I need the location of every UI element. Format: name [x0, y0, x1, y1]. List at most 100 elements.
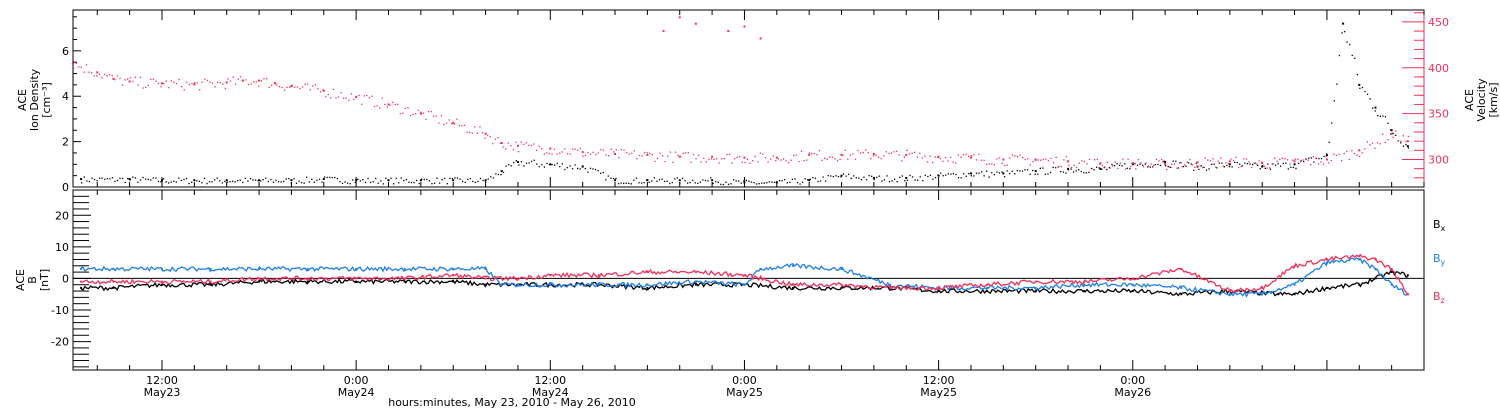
top-series-0-sample	[1144, 163, 1146, 165]
top-series-1-sample	[769, 158, 772, 160]
b-series-bz-point	[306, 277, 309, 280]
top-series-0-sample	[807, 179, 809, 181]
top-series-0-sample	[605, 179, 607, 181]
top-series-0-sample	[1228, 165, 1231, 168]
top-series-1-sample	[885, 151, 888, 153]
b-series-bx-point	[646, 286, 649, 289]
top-series-0-sample	[1065, 172, 1067, 174]
top-series-0-sample	[929, 174, 932, 176]
top-series-1-sample	[1168, 166, 1170, 168]
top-series-1-sample	[839, 158, 841, 161]
top-series-1-sample	[623, 149, 625, 151]
b-series-by-point	[791, 264, 794, 267]
top-series-1-sample	[517, 151, 520, 153]
b-series-bz-point	[452, 274, 455, 277]
b-series-bz-point	[1390, 267, 1393, 270]
top-series-1-sample	[376, 105, 378, 107]
top-series-1-sample	[762, 153, 764, 155]
top-series-1-sample	[888, 152, 890, 155]
top-series-0-point	[258, 179, 261, 182]
top-series-1-sample	[1104, 166, 1106, 168]
top-series-1-sample	[726, 153, 728, 156]
top-series-1-point	[775, 156, 778, 159]
top-series-0-sample	[771, 181, 773, 183]
b-series-by-point	[160, 267, 163, 270]
b-tick-label: 0	[62, 272, 69, 285]
top-series-1-sample	[294, 86, 296, 88]
top-series-1-sample	[1011, 154, 1014, 156]
top-series-1-point	[516, 144, 519, 147]
top-series-1-sample	[703, 157, 705, 160]
density-tick-label: 2	[62, 136, 69, 149]
top-series-0-sample	[1223, 166, 1226, 168]
top-series-1-sample	[754, 155, 756, 158]
top-series-0-sample	[1182, 165, 1185, 168]
top-series-1-sample	[1127, 158, 1129, 160]
top-series-1-sample	[1322, 163, 1325, 165]
top-series-1-sample	[510, 145, 512, 147]
top-series-0-sample	[109, 178, 111, 180]
top-series-0-sample	[983, 175, 985, 177]
top-series-0-sample	[147, 178, 149, 181]
top-series-0-sample	[582, 165, 584, 167]
top-series-1-sample	[121, 84, 124, 86]
top-series-0-sample	[1121, 165, 1123, 167]
top-series-0-sample	[323, 176, 326, 178]
top-series-0-sample	[1070, 168, 1072, 170]
top-series-0-point	[808, 179, 811, 182]
top-series-1-sample	[145, 86, 147, 89]
top-series-1-sample	[757, 161, 759, 163]
b-series-bz-point	[1180, 267, 1183, 270]
top-series-1-sample	[574, 148, 576, 150]
top-series-0-sample	[1080, 170, 1082, 173]
top-series-0-sample	[899, 176, 901, 178]
top-series-1-sample	[394, 103, 396, 106]
top-series-0-sample	[1366, 93, 1369, 95]
top-series-1-sample	[147, 84, 149, 86]
top-series-1-sample	[224, 87, 227, 90]
top-series-0-sample	[1085, 172, 1088, 174]
top-series-1-sample	[307, 83, 309, 85]
density-label-line2: Ion Density	[28, 68, 41, 131]
top-series-0-sample	[431, 183, 433, 185]
top-series-1-sample	[692, 153, 695, 156]
top-series-1-point	[1228, 160, 1231, 163]
top-series-1-sample	[206, 79, 209, 82]
top-series-0-sample	[426, 178, 428, 181]
top-series-2-point	[759, 37, 762, 40]
top-series-0-sample	[625, 182, 627, 184]
top-series-1-sample	[1220, 157, 1222, 159]
top-series-1-sample	[620, 149, 623, 151]
top-series-1-sample	[986, 163, 988, 165]
top-series-1-point	[1325, 158, 1328, 161]
top-series-0-point	[452, 179, 455, 182]
top-series-1-sample	[191, 82, 193, 85]
top-series-1-sample	[947, 160, 949, 162]
top-series-1-point	[1358, 149, 1361, 152]
top-series-0-sample	[1359, 87, 1361, 89]
top-series-1-sample	[211, 82, 214, 84]
top-series-0-sample	[566, 166, 569, 169]
top-series-1-sample	[512, 148, 515, 151]
top-series-0-sample	[1172, 160, 1174, 162]
top-series-1-sample	[872, 155, 875, 157]
top-series-0-sample	[254, 179, 257, 181]
top-series-1-sample	[1235, 156, 1237, 158]
top-series-1-sample	[677, 154, 679, 157]
top-series-0-sample	[421, 178, 423, 180]
top-series-0-sample	[277, 181, 280, 183]
top-series-1-sample	[960, 156, 962, 158]
top-series-1-sample	[661, 155, 664, 157]
b-series-by-point	[403, 267, 406, 270]
top-series-1-sample	[186, 81, 188, 83]
top-series-1-sample	[422, 112, 425, 115]
top-series-1-sample	[1068, 164, 1070, 166]
top-series-1-sample	[1058, 166, 1060, 168]
top-series-0-sample	[272, 181, 275, 184]
top-series-0-sample	[914, 179, 916, 181]
top-series-0-sample	[280, 181, 282, 183]
top-series-0-sample	[822, 176, 824, 178]
top-series-1-sample	[361, 103, 363, 105]
top-series-1-sample	[546, 152, 548, 154]
top-series-1-point	[678, 155, 681, 158]
